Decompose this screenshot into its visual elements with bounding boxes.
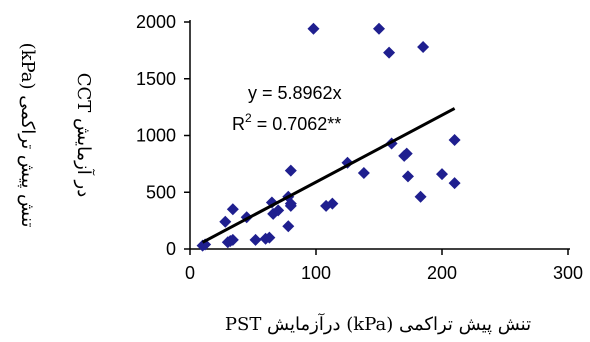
data-point: [448, 177, 461, 190]
trend-equation: y = 5.8962x: [248, 83, 342, 103]
y-tick-label: 1500: [136, 69, 176, 89]
data-point: [448, 134, 461, 147]
x-tick-label: 0: [185, 263, 195, 283]
r-squared: R2 = 0.7062**: [232, 111, 341, 134]
data-points: [196, 22, 461, 252]
data-point: [414, 190, 427, 203]
y-tick-label: 1000: [136, 126, 176, 146]
x-tick-label: 300: [553, 263, 583, 283]
data-point: [400, 147, 413, 160]
data-point: [326, 197, 339, 210]
data-point: [373, 22, 385, 35]
data-point: [263, 231, 276, 244]
data-point: [383, 46, 396, 59]
x-tick-labels: 0 100 200 300: [185, 263, 583, 283]
axes: [184, 20, 570, 255]
y-tick-label: 500: [146, 182, 176, 202]
data-point: [436, 168, 448, 181]
x-axis-title: تنش پیش تراکمی (kPa) درآزمایش PST: [225, 313, 531, 335]
trendline: [201, 107, 456, 244]
data-point: [272, 204, 285, 217]
data-point: [401, 170, 414, 183]
data-point: [226, 203, 239, 216]
y-tick-labels: 0 500 1000 1500 2000: [136, 12, 176, 259]
x-tick-label: 100: [301, 263, 331, 283]
data-point: [284, 197, 297, 210]
x-tick-label: 200: [427, 263, 457, 283]
data-point: [417, 40, 430, 53]
trendline-group: [201, 107, 456, 244]
data-point: [307, 22, 320, 35]
y-axis-title-line1: تنش پیش تراکمی (kPa): [17, 43, 38, 228]
data-point: [199, 238, 212, 251]
data-point: [282, 220, 295, 233]
y-axis-title-line2: در آزمایش CCT: [73, 73, 95, 198]
data-point: [284, 164, 297, 177]
data-point: [219, 215, 232, 228]
data-point: [357, 166, 370, 179]
data-point: [226, 233, 239, 246]
y-tick-label: 0: [166, 239, 176, 259]
y-tick-label: 2000: [136, 12, 176, 32]
data-point: [249, 233, 262, 246]
